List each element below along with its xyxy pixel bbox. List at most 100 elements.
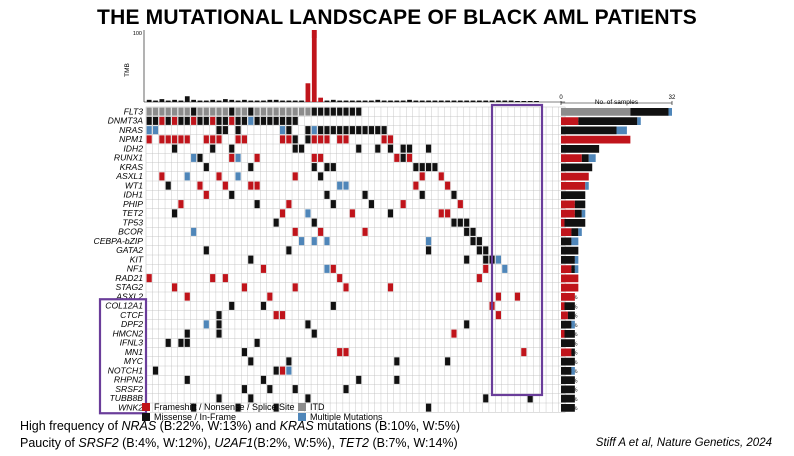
mutation-cell-kit xyxy=(248,255,254,264)
mutation-cell-npm1 xyxy=(241,135,247,144)
tmb-bar xyxy=(273,99,279,102)
sample-bar-ctcf xyxy=(561,311,568,320)
mutation-cell-dpf2 xyxy=(464,320,470,329)
tmb-bar xyxy=(527,101,533,102)
sample-bar-tp53 xyxy=(564,219,586,227)
mutation-cell-idh2 xyxy=(375,144,381,153)
mutation-cell-ctcf xyxy=(273,311,279,320)
mutation-cell-nras xyxy=(330,126,336,135)
tmb-bar xyxy=(210,99,216,102)
mutation-cell-npm1 xyxy=(381,135,387,144)
gene-label-runx1: RUNX1 xyxy=(114,153,143,163)
sample-bar-kras xyxy=(561,163,593,172)
mutation-cell-flt3 xyxy=(152,107,159,116)
gene-label-ifnl3: IFNL3 xyxy=(120,338,144,348)
mutation-cell-bcor xyxy=(292,227,298,236)
mutation-cell-asxl1 xyxy=(159,172,165,181)
gene-label-flt3: FLT3 xyxy=(124,106,144,116)
tmb-bar xyxy=(343,100,349,102)
sample-bar-ifnl3 xyxy=(561,339,575,347)
sample-bar-gata2 xyxy=(561,246,579,255)
tmb-bar xyxy=(242,99,247,102)
sample-bar-phip xyxy=(561,200,575,209)
mutation-cell-nras xyxy=(222,126,228,135)
tmb-bar xyxy=(292,100,298,102)
mutation-cell-nras xyxy=(324,126,330,135)
gene-label-nf1: NF1 xyxy=(127,264,143,274)
sample-bar-asxl1 xyxy=(561,172,589,181)
footer-line-1: High frequency of NRAS (B:22%, W:13%) an… xyxy=(20,419,460,433)
mutation-cell-stag2 xyxy=(241,283,247,292)
mutation-cell-flt3 xyxy=(235,107,241,116)
mutation-cell-npm1 xyxy=(292,135,298,144)
gene-label-npm1: NPM1 xyxy=(119,134,143,144)
sample-bar-npm1 xyxy=(561,135,631,144)
tmb-bar xyxy=(483,100,489,102)
mutation-cell-mn1 xyxy=(241,348,247,357)
tmb-bar xyxy=(254,100,260,102)
mutation-cell-myc xyxy=(248,357,254,366)
gene-label-idh1: IDH1 xyxy=(123,190,143,200)
tmb-bar xyxy=(165,100,171,102)
sample-bar-tet2 xyxy=(561,209,575,218)
mutation-cell-bcor xyxy=(464,227,470,236)
footer-line-1-suffix: mutations (B:10%, W:5%) xyxy=(313,419,461,433)
mutation-cell-npm1 xyxy=(387,135,394,144)
mutation-cell-idh2 xyxy=(229,144,235,153)
mutation-cell-runx1 xyxy=(406,153,413,162)
mutation-cell-nras xyxy=(368,126,374,135)
tmb-bar xyxy=(362,100,368,102)
tmb-bar xyxy=(350,100,355,102)
mutation-cell-wnk2 xyxy=(235,403,241,412)
mutation-cell-kras xyxy=(330,163,336,172)
mutation-cell-tp53 xyxy=(457,218,463,227)
sample-bar-tet2 xyxy=(581,209,586,218)
tmb-bar xyxy=(261,100,266,102)
sample-bar-myc xyxy=(561,357,575,366)
mutation-cell-asxl2 xyxy=(267,292,273,301)
mutation-cell-flt3 xyxy=(178,107,184,116)
mutation-cell-npm1 xyxy=(286,135,292,144)
mutation-cell-dnmt3a xyxy=(254,116,260,125)
gene-label-cebpa-bzip: CEBPA-bZIP xyxy=(93,236,143,246)
sample-bar-runx1 xyxy=(588,154,596,162)
gene-label-hmcn2: HMCN2 xyxy=(112,328,143,338)
gene-label-ctcf: CTCF xyxy=(120,310,144,320)
mutation-cell-col12a1 xyxy=(229,301,235,310)
tmb-bar xyxy=(305,83,311,102)
tmb-bar xyxy=(419,100,425,102)
tmb-bar xyxy=(489,100,495,102)
sample-bar-idh2 xyxy=(561,145,600,153)
gene-label-mn1: MN1 xyxy=(125,347,143,357)
mutation-cell-flt3 xyxy=(349,107,355,116)
gene-label-bcor: BCOR xyxy=(118,227,143,237)
mutation-cell-npm1 xyxy=(184,135,190,144)
sample-bar-cebpa-bzip xyxy=(571,237,579,246)
mutation-cell-srsf2 xyxy=(292,385,298,394)
tmb-bar xyxy=(407,99,412,102)
sample-bar-rhpn2 xyxy=(561,376,575,384)
mutation-cell-myc xyxy=(394,357,400,366)
mutation-cell-asxl1 xyxy=(419,172,425,181)
tmb-axis-label: TMB xyxy=(124,63,131,77)
tmb-bar xyxy=(534,101,539,102)
mutation-cell-kras xyxy=(419,163,425,172)
mutation-cell-kras xyxy=(311,163,317,172)
mutation-cell-tet2 xyxy=(387,209,394,218)
gene-label-stag2: STAG2 xyxy=(115,282,143,292)
sample-bar-dpf2 xyxy=(561,320,572,329)
gene-label-wt1: WT1 xyxy=(125,180,143,190)
mutation-cell-idh2 xyxy=(172,144,178,153)
mutation-cell-npm1 xyxy=(324,135,330,144)
mutation-cell-idh2 xyxy=(387,144,394,153)
mutation-cell-dpf2 xyxy=(203,320,209,329)
gene-label-myc: MYC xyxy=(124,356,144,366)
tmb-bar xyxy=(235,100,241,102)
mutation-cell-bcor xyxy=(362,227,368,236)
mutation-cell-wt1 xyxy=(445,181,451,190)
mutation-cell-kras xyxy=(426,163,432,172)
mutation-cell-asxl2 xyxy=(514,292,521,301)
tmb-bar xyxy=(324,100,330,102)
mutation-cell-flt3 xyxy=(197,107,203,116)
mutation-cell-srsf2 xyxy=(241,385,247,394)
